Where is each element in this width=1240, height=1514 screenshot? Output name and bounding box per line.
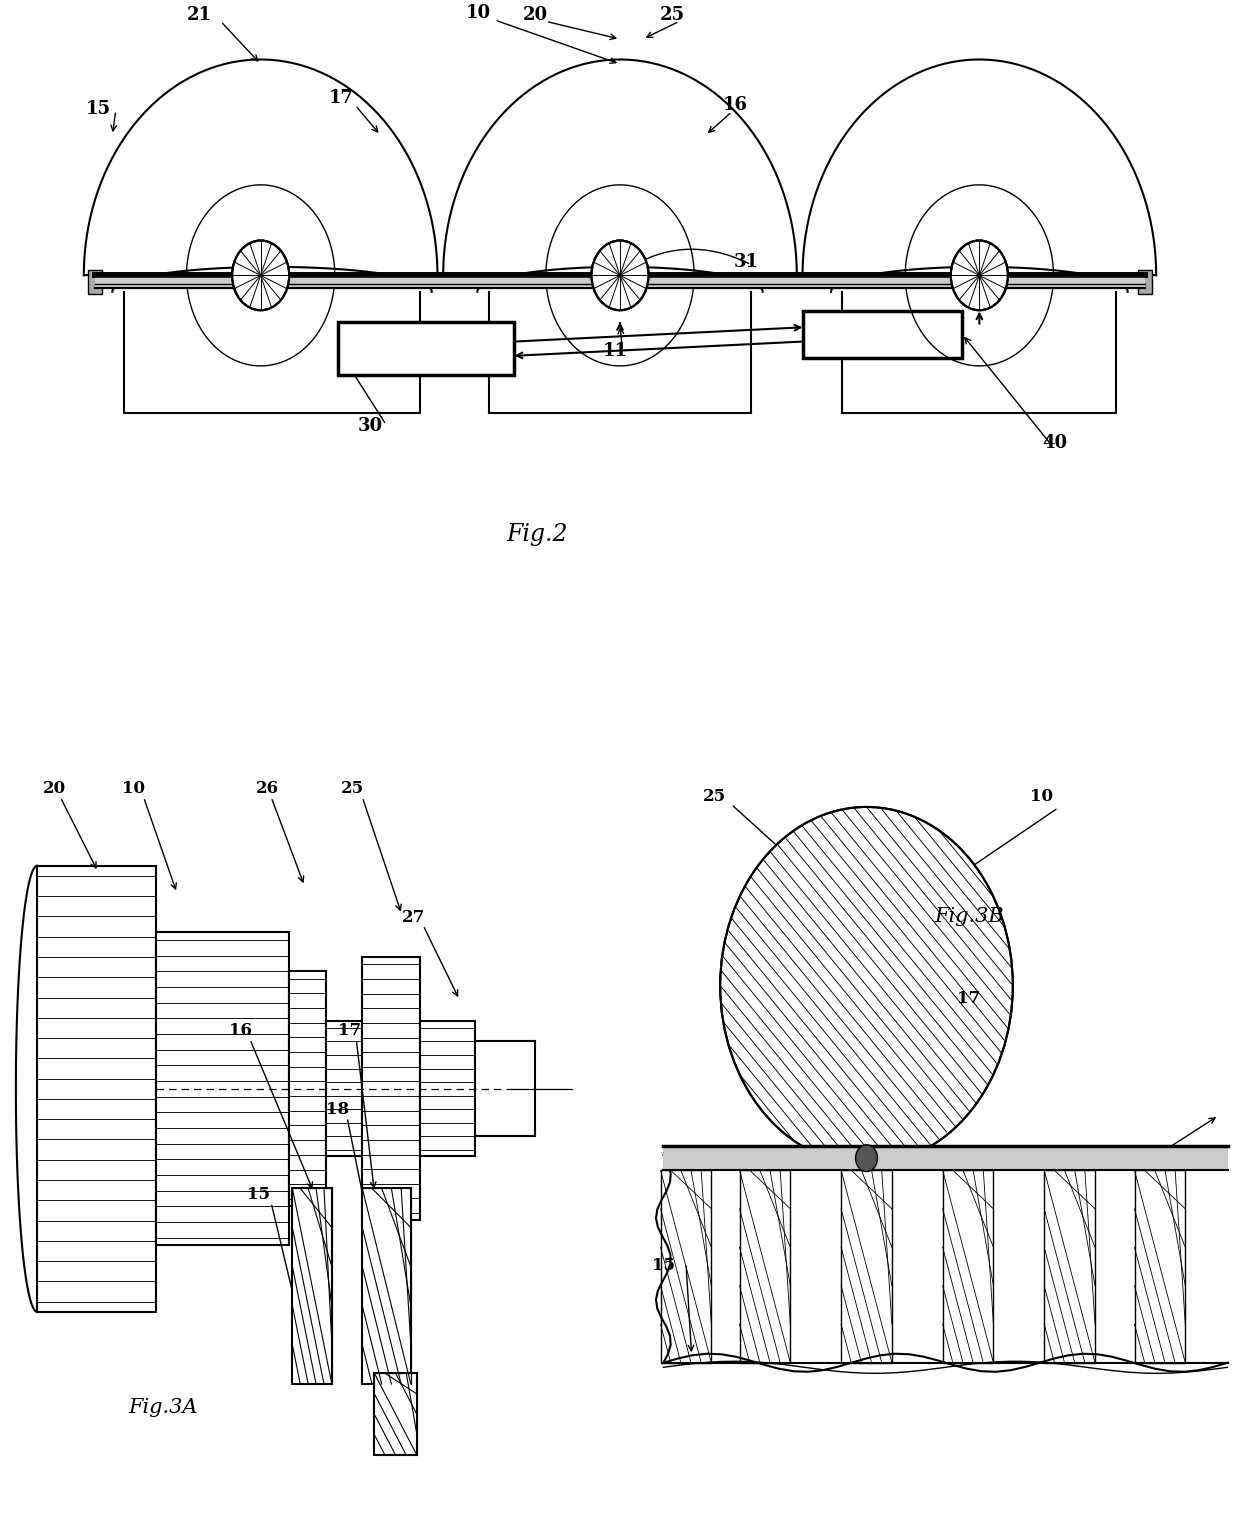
Bar <box>1044 1170 1095 1363</box>
Bar <box>663 1146 1228 1170</box>
Bar <box>362 957 420 1220</box>
Text: Fig.2: Fig.2 <box>506 522 568 547</box>
Bar <box>326 1020 362 1157</box>
Circle shape <box>951 241 1008 310</box>
Text: 40: 40 <box>1042 435 1068 453</box>
Bar <box>37 866 156 1311</box>
Text: 15: 15 <box>86 100 112 118</box>
Text: 20: 20 <box>43 781 67 798</box>
Bar <box>1138 269 1152 294</box>
Bar <box>841 1170 892 1363</box>
Bar <box>420 1020 475 1157</box>
Text: 30: 30 <box>357 416 383 435</box>
Text: 20: 20 <box>523 6 548 24</box>
Text: 15: 15 <box>247 1185 270 1204</box>
Bar <box>942 1170 993 1363</box>
Text: 17: 17 <box>329 89 355 107</box>
Text: 27: 27 <box>402 908 425 925</box>
Bar <box>661 1170 712 1363</box>
Circle shape <box>232 241 289 310</box>
Circle shape <box>232 241 289 310</box>
Bar <box>337 322 515 375</box>
Circle shape <box>720 807 1013 1164</box>
Text: 25: 25 <box>660 6 684 24</box>
Bar <box>95 273 1145 289</box>
Text: 10: 10 <box>1030 787 1053 804</box>
Bar <box>374 1373 417 1455</box>
Circle shape <box>591 241 649 310</box>
Bar <box>156 933 289 1246</box>
Bar <box>95 276 1145 288</box>
Text: 31: 31 <box>734 253 759 271</box>
Text: 11: 11 <box>603 342 627 360</box>
Text: 17: 17 <box>339 1022 361 1040</box>
Text: 17: 17 <box>957 990 980 1007</box>
Text: 15: 15 <box>652 1257 675 1275</box>
Circle shape <box>591 241 649 310</box>
Bar <box>802 312 962 357</box>
Text: 26: 26 <box>255 781 279 798</box>
Bar <box>739 1170 790 1363</box>
Bar <box>289 972 326 1207</box>
Circle shape <box>951 241 1008 310</box>
Text: 16: 16 <box>723 97 748 114</box>
Text: 10: 10 <box>466 5 491 21</box>
Text: 21: 21 <box>186 6 212 24</box>
Text: 18: 18 <box>326 1101 348 1117</box>
Bar <box>362 1188 410 1384</box>
Text: 16: 16 <box>228 1022 252 1040</box>
Bar <box>88 269 102 294</box>
Text: Fig.3A: Fig.3A <box>129 1397 198 1417</box>
Text: 25: 25 <box>703 787 725 804</box>
Text: 25: 25 <box>341 781 365 798</box>
Circle shape <box>856 1145 878 1172</box>
Text: Fig.3B: Fig.3B <box>934 907 1004 925</box>
Bar <box>293 1188 332 1384</box>
Text: 10: 10 <box>123 781 145 798</box>
Bar <box>1135 1170 1185 1363</box>
